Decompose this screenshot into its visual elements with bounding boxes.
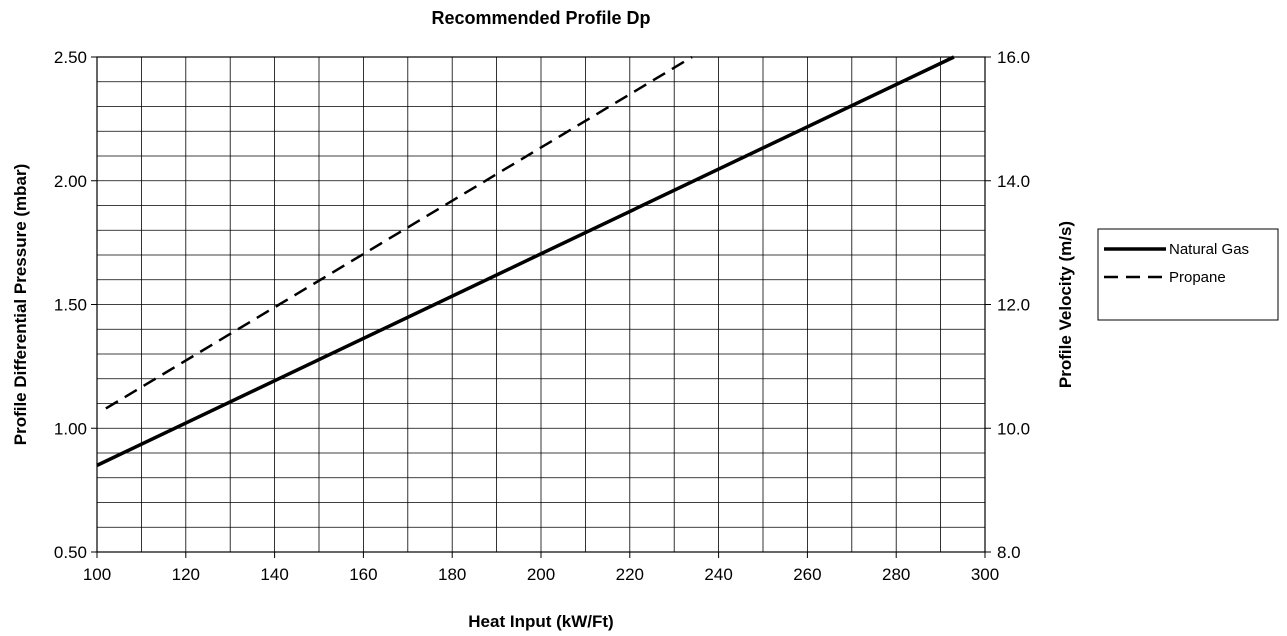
y2-tick-label: 10.0 xyxy=(997,419,1030,438)
y2-tick-label: 8.0 xyxy=(997,543,1021,562)
chart-title: Recommended Profile Dp xyxy=(431,8,650,28)
x-tick-label: 100 xyxy=(83,565,111,584)
series-line-natural-gas xyxy=(96,55,955,467)
y-tick-label: 0.50 xyxy=(54,543,87,562)
y2-tick-label: 16.0 xyxy=(997,48,1030,67)
y-tick-label: 2.50 xyxy=(54,48,87,67)
series-line-propane xyxy=(105,55,693,410)
x-tick-label: 180 xyxy=(438,565,466,584)
legend: Natural Gas Propane xyxy=(1097,228,1279,321)
legend-box xyxy=(1097,228,1279,321)
y2-axis-label: Profile Velocity (m/s) xyxy=(1056,221,1075,388)
x-tick-label: 120 xyxy=(172,565,200,584)
legend-label: Propane xyxy=(1169,269,1226,286)
x-axis-label: Heat Input (kW/Ft) xyxy=(468,612,613,631)
x-tick-label: 280 xyxy=(882,565,910,584)
y2-tick-label: 12.0 xyxy=(997,296,1030,315)
grid xyxy=(97,57,985,552)
series-group xyxy=(96,55,955,467)
y-tick-label: 1.00 xyxy=(54,419,87,438)
x-tick-label: 200 xyxy=(527,565,555,584)
y2-tick-label: 14.0 xyxy=(997,172,1030,191)
legend-label: Natural Gas xyxy=(1169,241,1249,258)
y-tick-label: 1.50 xyxy=(54,296,87,315)
y-tick-label: 2.00 xyxy=(54,172,87,191)
x-tick-label: 160 xyxy=(349,565,377,584)
y-axis-right: 8.0 10.0 12.0 14.0 16.0 xyxy=(985,48,1030,562)
x-tick-label: 240 xyxy=(704,565,732,584)
y-axis-label: Profile Differential Pressure (mbar) xyxy=(11,164,30,446)
x-tick-label: 300 xyxy=(971,565,999,584)
x-tick-label: 260 xyxy=(793,565,821,584)
x-axis: 100 120 140 160 180 200 220 240 260 280 300 xyxy=(83,552,999,584)
x-tick-label: 220 xyxy=(616,565,644,584)
y-axis-left: 0.50 1.00 1.50 2.00 2.50 xyxy=(54,48,97,562)
x-tick-label: 140 xyxy=(260,565,288,584)
